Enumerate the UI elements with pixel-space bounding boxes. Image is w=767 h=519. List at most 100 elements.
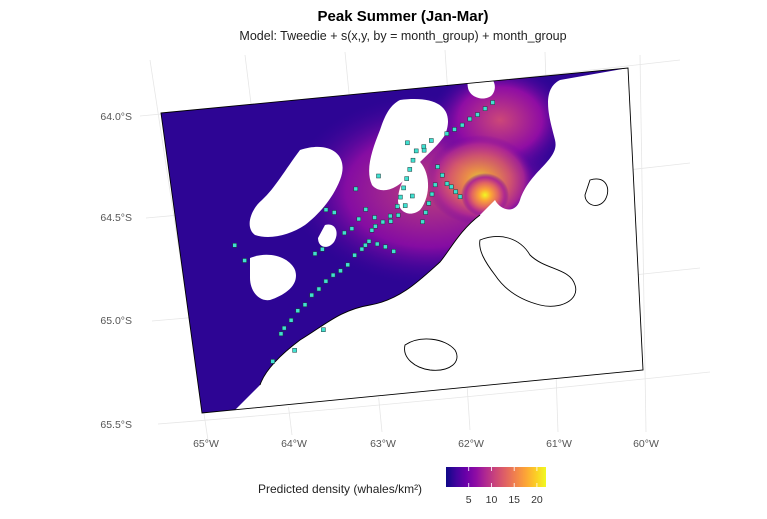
survey-point: [459, 122, 465, 128]
survey-point: [410, 193, 415, 199]
survey-point: [232, 243, 237, 248]
map-subtitle: Model: Tweedie + s(x,y, by = month_group…: [239, 29, 566, 43]
lon-label: 62°W: [458, 438, 484, 450]
coastline: [259, 178, 609, 386]
survey-point: [421, 147, 427, 153]
lon-axis: 65°W 64°W 63°W 62°W 61°W 60°W: [193, 438, 659, 450]
study-domain-outline: [160, 67, 644, 414]
survey-point: [395, 204, 400, 209]
legend-title: Predicted density (whales/km²): [258, 482, 422, 496]
continent-mainland: [232, 68, 643, 413]
map-title: Peak Summer (Jan-Mar): [318, 8, 489, 25]
lon-label: 60°W: [633, 438, 659, 450]
inland-lake-outline-a: [479, 236, 577, 307]
survey-point: [423, 210, 428, 215]
survey-point: [410, 157, 416, 163]
legend-ticks: 5 10 15 20: [466, 467, 543, 506]
survey-point: [316, 286, 322, 292]
lon-label: 65°W: [193, 438, 219, 450]
survey-point: [295, 308, 301, 313]
survey-point: [281, 325, 287, 331]
lat-label: 64.5°S: [100, 212, 132, 224]
lon-label: 64°W: [281, 438, 307, 450]
survey-point: [401, 185, 406, 191]
inland-lake-outline-b: [584, 178, 609, 206]
survey-point: [380, 219, 386, 225]
lat-label: 65.5°S: [100, 419, 132, 431]
survey-point: [405, 140, 410, 146]
survey-point: [330, 272, 336, 278]
survey-point: [321, 327, 326, 332]
survey-point: [429, 191, 435, 197]
survey-point: [402, 203, 408, 208]
survey-point: [420, 219, 425, 225]
survey-point: [309, 292, 314, 298]
peninsula-fragment: [250, 254, 296, 301]
survey-point: [388, 219, 394, 224]
survey-point: [452, 127, 457, 132]
survey-point: [366, 239, 372, 244]
survey-point: [270, 359, 275, 364]
survey-point: [374, 241, 380, 247]
legend-tick-label: 10: [486, 494, 498, 506]
survey-point: [353, 186, 359, 192]
survey-point: [332, 210, 337, 215]
lon-label: 61°W: [546, 438, 572, 450]
survey-point: [288, 318, 294, 323]
survey-point: [359, 246, 365, 252]
survey-points: [232, 100, 495, 364]
legend-tick-label: 5: [466, 494, 472, 506]
survey-point: [356, 216, 362, 222]
lat-label: 64.0°S: [100, 111, 132, 123]
legend-colorbar: [446, 467, 546, 487]
survey-point: [312, 251, 318, 256]
survey-point: [363, 242, 368, 248]
wiencke-island: [318, 224, 337, 247]
legend: Predicted density (whales/km²) 5 10 15 20: [258, 467, 546, 506]
survey-point: [373, 224, 378, 229]
survey-point: [467, 116, 473, 122]
anvers-island: [249, 146, 343, 237]
lat-label: 65.0°S: [100, 315, 132, 327]
survey-point: [440, 172, 445, 178]
legend-tick-label: 15: [508, 494, 520, 506]
survey-point: [413, 148, 419, 154]
mainland-coast: [259, 214, 481, 386]
survey-point: [407, 167, 413, 172]
survey-point: [429, 138, 434, 143]
lon-label: 63°W: [370, 438, 396, 450]
survey-point: [482, 106, 488, 111]
survey-point: [345, 262, 350, 268]
survey-point: [449, 184, 454, 190]
survey-point: [338, 268, 343, 274]
survey-point: [352, 252, 357, 258]
survey-point: [453, 189, 458, 195]
inland-lake-outline-c: [404, 338, 458, 371]
survey-point: [323, 207, 329, 212]
survey-point: [369, 228, 375, 233]
survey-point: [242, 258, 247, 263]
survey-point: [457, 194, 463, 199]
survey-point: [349, 226, 355, 231]
survey-point: [444, 181, 450, 186]
survey-point: [363, 207, 369, 212]
survey-point: [323, 278, 329, 284]
survey-point: [426, 201, 432, 206]
legend-tick-label: 20: [531, 494, 543, 506]
survey-point: [383, 244, 388, 250]
northern-island: [467, 70, 495, 99]
survey-point: [435, 164, 440, 169]
survey-point: [278, 331, 284, 337]
survey-point: [432, 182, 438, 188]
survey-point: [475, 112, 480, 117]
survey-point: [398, 194, 403, 200]
survey-point: [395, 212, 401, 218]
survey-point: [376, 173, 381, 179]
survey-point: [388, 213, 393, 219]
survey-point: [404, 176, 409, 181]
survey-point: [342, 230, 347, 236]
survey-point: [372, 215, 377, 220]
brabant-south: [398, 160, 429, 214]
survey-point: [444, 131, 450, 136]
